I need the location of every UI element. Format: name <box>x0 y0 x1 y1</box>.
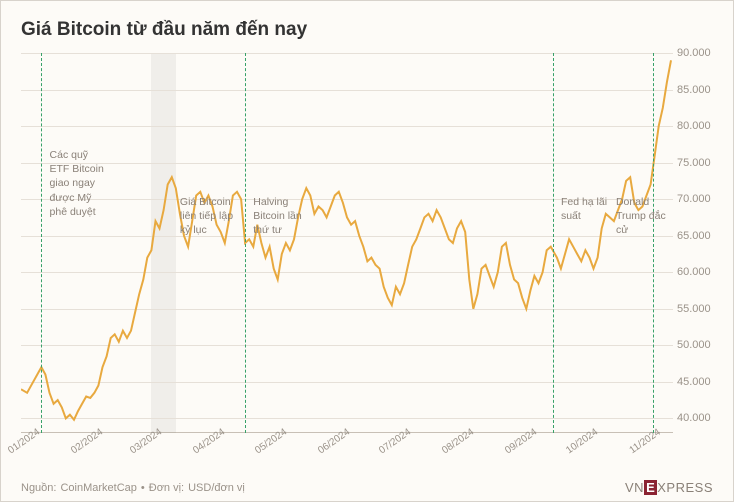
chart-plot: Các quỹ ETF Bitcoin giao ngay được Mỹ ph… <box>21 53 673 433</box>
x-axis: 01/202402/202403/202404/202405/202406/20… <box>21 433 673 453</box>
event-line <box>41 53 42 433</box>
y-tick-label: 80.000 <box>677 120 711 132</box>
y-axis: 40.000 45.000 50.000 55.000 60.000 65.000 70.0… <box>673 53 713 433</box>
chart-area: Các quỹ ETF Bitcoin giao ngay được Mỹ ph… <box>21 53 713 453</box>
chart-footer: Nguồn: CoinMarketCap • Đơn vị: USD/đơn v… <box>21 480 713 495</box>
logo-post: XPRESS <box>657 480 713 495</box>
footer-separator: • <box>141 482 145 494</box>
event-label: Các quỹ ETF Bitcoin giao ngay được Mỹ ph… <box>50 148 110 219</box>
unit-value: USD/đơn vị <box>188 482 245 494</box>
y-tick-label: 55.000 <box>677 303 711 315</box>
event-line <box>653 53 654 433</box>
event-label: Halving Bitcoin lần thứ tư <box>253 195 313 238</box>
logo-e: E <box>644 480 657 495</box>
event-label: Giá Bitcoin liên tiếp lập kỷ lục <box>180 195 240 238</box>
event-line <box>553 53 554 433</box>
logo-pre: VN <box>625 480 644 495</box>
y-tick-label: 45.000 <box>677 376 711 388</box>
source-value: CoinMarketCap <box>60 482 136 494</box>
price-line <box>21 60 671 420</box>
y-tick-label: 85.000 <box>677 84 711 96</box>
footer-source: Nguồn: CoinMarketCap • Đơn vị: USD/đơn v… <box>21 482 245 494</box>
y-tick-label: 40.000 <box>677 412 711 424</box>
event-line <box>245 53 246 433</box>
source-prefix: Nguồn: <box>21 482 56 494</box>
event-label: Fed hạ lãi suất <box>561 195 621 223</box>
event-label: Donald Trump đắc cử <box>616 195 673 238</box>
chart-svg <box>21 53 673 433</box>
y-tick-label: 50.000 <box>677 339 711 351</box>
unit-prefix: Đơn vị: <box>149 482 184 494</box>
y-tick-label: 70.000 <box>677 193 711 205</box>
chart-title: Giá Bitcoin từ đầu năm đến nay <box>21 19 713 41</box>
y-tick-label: 90.000 <box>677 47 711 59</box>
y-tick-label: 75.000 <box>677 157 711 169</box>
y-tick-label: 65.000 <box>677 230 711 242</box>
publisher-logo: VNEXPRESS <box>625 480 713 495</box>
y-tick-label: 60.000 <box>677 266 711 278</box>
